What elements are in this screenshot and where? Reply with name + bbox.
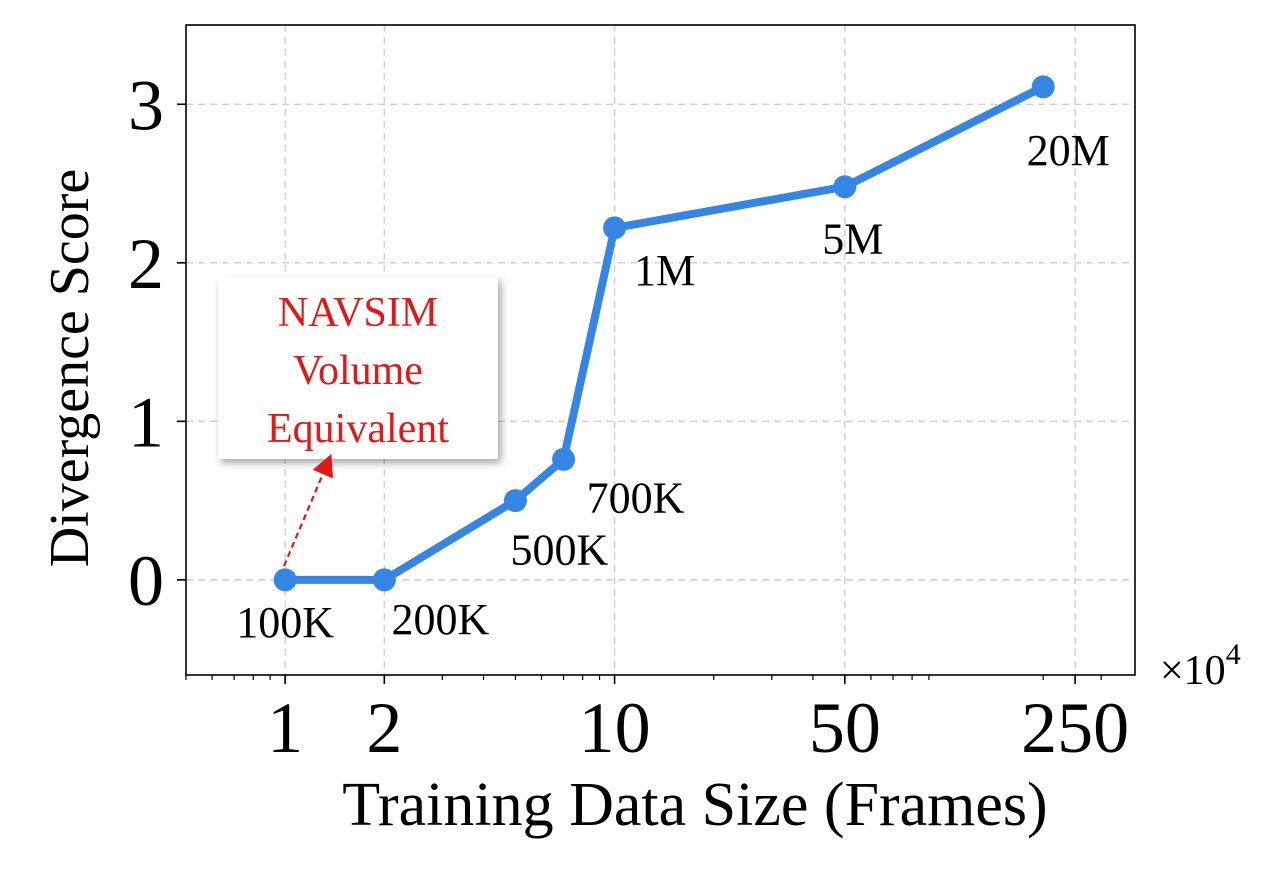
point-label-1m: 1M (634, 246, 695, 295)
data-point-700k (552, 447, 576, 471)
data-point-5m (833, 175, 857, 199)
annotation-box (218, 277, 498, 459)
annotation-arrow (282, 453, 333, 567)
point-label-200k: 200K (391, 595, 489, 644)
y-axis-label: Divergence Score (39, 169, 101, 568)
y-tick-label-2: 2 (128, 224, 164, 304)
data-point-200k (372, 568, 396, 592)
annotation-line-3: Equivalent (267, 406, 449, 452)
data-point-20m (1031, 75, 1055, 99)
x-multiplier-exponent: 4 (1226, 638, 1241, 671)
y-tick-label-3: 3 (128, 65, 164, 145)
data-point-500k (503, 489, 527, 513)
point-label-500k: 500K (511, 526, 609, 575)
point-label-5m: 5M (822, 215, 883, 264)
series (273, 75, 1055, 592)
x-tick-label-10: 10 (579, 688, 651, 768)
x-tick-label-50: 50 (809, 688, 881, 768)
point-label-700k: 700K (587, 473, 685, 522)
annotation-line-1: NAVSIM (278, 290, 438, 336)
navsim-annotation: NAVSIM Volume Equivalent (218, 277, 498, 567)
plot-frame (185, 24, 1136, 676)
point-label-100k: 100K (236, 598, 334, 647)
data-point-1m (603, 216, 627, 240)
annotation-line-2: Volume (293, 348, 423, 394)
x-tick-label-2: 2 (366, 688, 402, 768)
x-tick-label-1: 1 (267, 688, 303, 768)
x-tick-label-250: 250 (1021, 688, 1129, 768)
x-multiplier: ×104 (1160, 638, 1241, 694)
y-tick-label-1: 1 (128, 382, 164, 462)
point-label-20m: 20M (1027, 126, 1110, 175)
x-multiplier-base: ×10 (1160, 648, 1226, 694)
y-tick-label-0: 0 (128, 541, 164, 621)
data-point-100k (273, 568, 297, 592)
x-axis-label: Training Data Size (Frames) (342, 771, 1047, 839)
